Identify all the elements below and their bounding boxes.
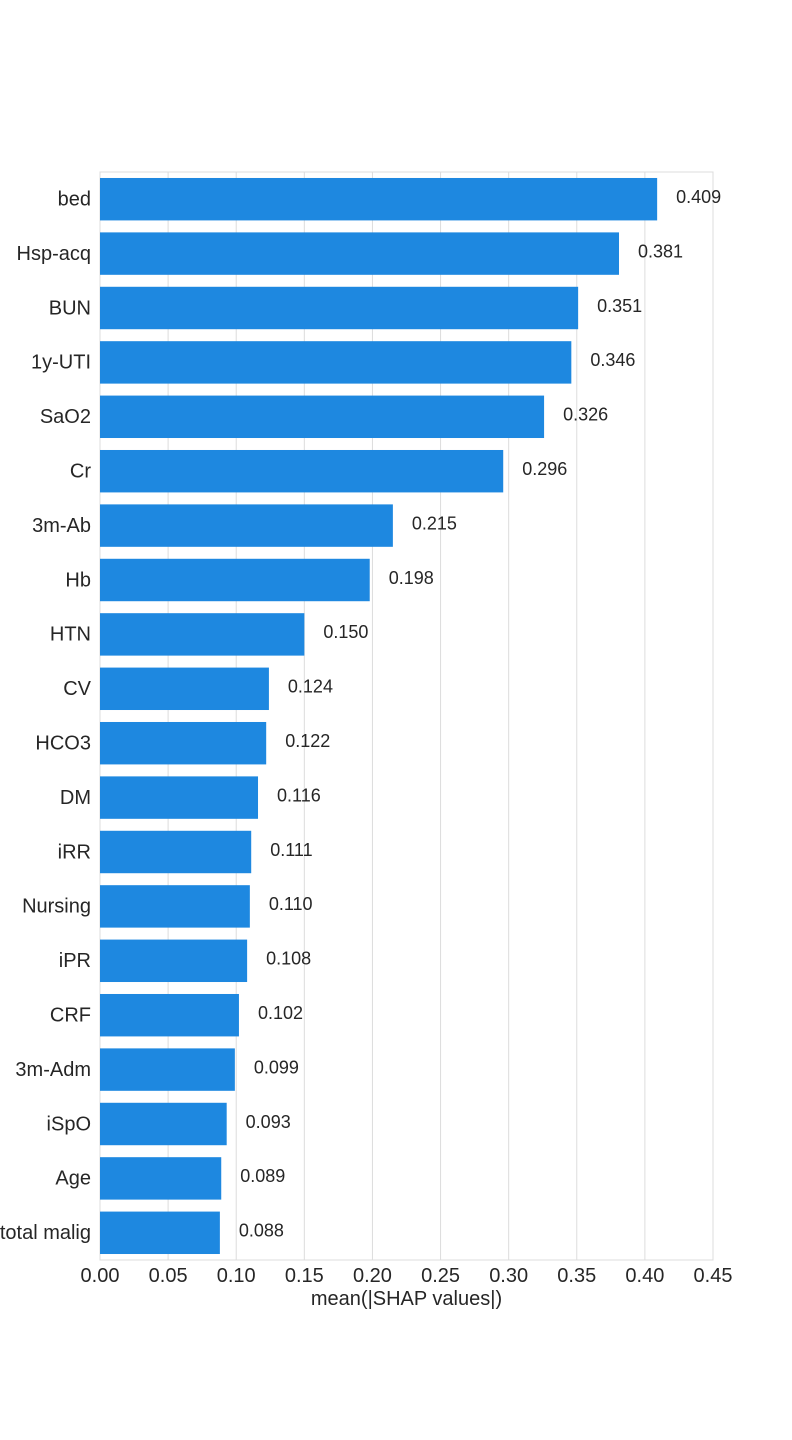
bars [100,177,658,1255]
category-label: iRR [58,841,91,863]
x-tick-label: 0.35 [557,1265,596,1287]
bar [100,1157,222,1200]
bar-value-label: 0.102 [258,1003,303,1023]
bar-value-label: 0.150 [323,622,368,642]
x-tick-label: 0.10 [217,1265,256,1287]
bar [100,776,259,819]
bar-value-label: 0.198 [389,568,434,588]
x-tick-labels: 0.00 0.05 0.10 0.15 0.20 0.25 0.30 0.35 0.40 0.45 [81,1265,733,1287]
bar-value-label: 0.346 [590,350,635,370]
x-tick-label: 0.45 [694,1265,733,1287]
bar-value-label: 0.215 [412,513,457,533]
plot-frame [99,171,714,1261]
bar [100,1211,220,1255]
bar-value-label: 0.089 [240,1166,285,1186]
category-label: 3m-Ab [32,515,91,537]
bar [100,1048,235,1091]
bar [100,830,252,874]
category-label: bed [58,188,91,210]
category-label: iPR [59,950,91,972]
bar [100,177,658,221]
category-label: BUN [49,297,91,319]
bar-value-label: 0.111 [270,840,312,860]
category-label: total malig [0,1222,91,1244]
x-tick-label: 0.40 [625,1265,664,1287]
category-label: HCO3 [35,732,91,754]
bar [100,232,620,275]
bar-value-label: 0.326 [563,405,608,425]
bar-value-label: 0.124 [288,677,333,697]
category-label: DM [60,787,91,809]
category-label: CRF [50,1004,91,1026]
category-label: Hsp-acq [17,243,91,265]
bar-value-label: 0.116 [277,785,321,805]
category-label: 1y-UTI [31,352,91,374]
x-tick-label: 0.20 [353,1265,392,1287]
x-axis-title: mean(|SHAP values|) [311,1288,502,1310]
category-label: Age [55,1168,91,1190]
bar [100,667,269,711]
category-labels: bed Hsp-acq BUN 1y-UTI SaO2 Cr 3m-Ab Hb HTN CV HCO… [0,188,92,1244]
bar [100,341,572,384]
bar [100,993,239,1037]
bar-value-label: 0.351 [597,296,642,316]
bar [100,558,370,602]
bar-value-label: 0.296 [522,459,567,479]
bar-value-label: 0.122 [285,731,330,751]
bar [100,449,504,493]
bar-value-label: 0.088 [239,1221,284,1241]
x-tick-label: 0.00 [81,1265,120,1287]
category-label: CV [63,678,91,700]
x-tick-label: 0.05 [149,1265,188,1287]
category-label: Cr [70,460,91,482]
category-label: iSpO [47,1113,91,1135]
bar [100,1102,227,1146]
bar [100,286,579,330]
bar [100,885,250,928]
x-tick-label: 0.25 [421,1265,460,1287]
bar [100,504,393,547]
category-label: Hb [65,569,91,591]
bar [100,613,305,656]
bar-value-label: 0.108 [266,949,311,969]
bar [100,395,545,439]
category-label: SaO2 [40,406,91,428]
bar [100,721,267,765]
category-label: Nursing [22,896,91,918]
bar-value-label: 0.409 [676,187,721,207]
bar-value-label: 0.381 [638,241,683,261]
bar-value-label: 0.099 [254,1057,299,1077]
x-tick-label: 0.15 [285,1265,324,1287]
category-label: 3m-Adm [15,1059,91,1081]
x-tick-label: 0.30 [489,1265,528,1287]
value-labels: 0.409 0.381 0.351 0.346 0.326 0.296 0.215 0.198… [239,187,721,1241]
category-label: HTN [50,624,91,646]
bar-value-label: 0.093 [246,1112,291,1132]
bar [100,939,248,983]
bar-value-label: 0.110 [269,894,313,914]
